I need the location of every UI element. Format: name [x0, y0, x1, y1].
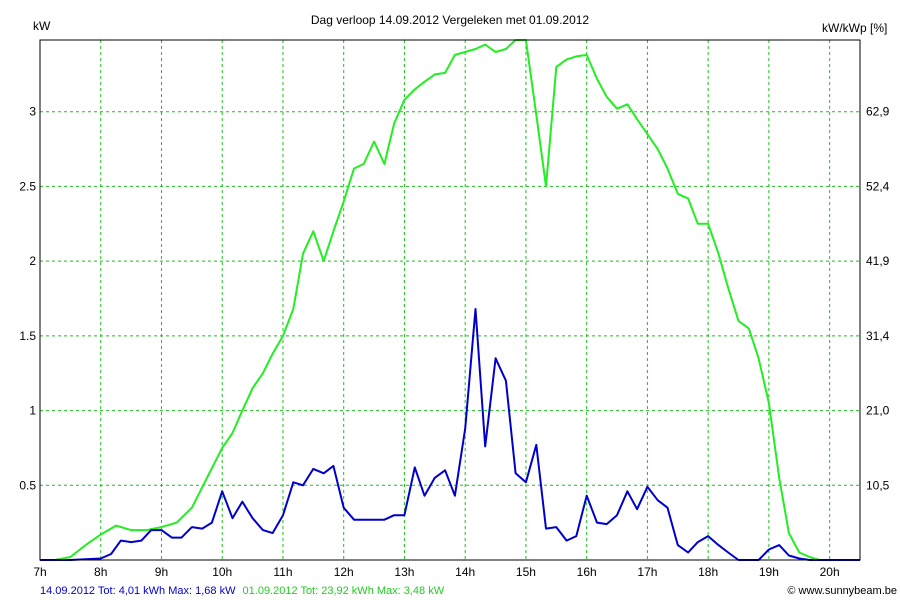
y-right-tick-label: 31,4: [866, 329, 890, 343]
x-tick-label: 20h: [820, 565, 840, 579]
x-tick-label: 14h: [455, 565, 475, 579]
series-line-14-09-2012: [40, 308, 860, 561]
y-right-tick-label: 10,5: [866, 478, 890, 492]
x-tick-label: 19h: [759, 565, 779, 579]
y-left-tick-label: 2: [29, 254, 36, 268]
series-line-01-09-2012: [40, 39, 860, 561]
y-left-tick-label: 1.5: [19, 329, 36, 343]
y-right-tick-label: 62,9: [866, 105, 890, 119]
y-left-tick-label: 1: [29, 404, 36, 418]
chart-title: Dag verloop 14.09.2012 Vergeleken met 01…: [311, 13, 590, 27]
x-tick-label: 8h: [94, 565, 107, 579]
y-left-tick-labels: 0.5 1 1.5 2 2.5 3: [19, 105, 36, 493]
y-right-tick-label: 52,4: [866, 179, 890, 193]
footer-blue-series-summary: 14.09.2012 Tot: 4,01 kWh Max: 1,68 kW: [40, 585, 236, 597]
series-lines: [40, 39, 860, 561]
y-right-tick-labels: 10,5 21,0 31,4 41,9 52,4 62,9: [866, 105, 890, 493]
footer-legend: 14.09.2012 Tot: 4,01 kWh Max: 1,68 kW 01…: [40, 585, 445, 597]
plot-frame: [39, 39, 861, 561]
x-tick-label: 18h: [698, 565, 718, 579]
copyright-text: © www.sunnybeam.be: [787, 585, 897, 597]
x-tick-label: 16h: [577, 565, 597, 579]
y-left-tick-label: 2.5: [19, 179, 36, 193]
x-tick-label: 9h: [155, 565, 168, 579]
x-tick-label: 13h: [394, 565, 414, 579]
x-tick-labels: 7h 8h 9h 10h 11h 12h 13h 14h 15h 16h 17h 18h 19h 20h: [33, 565, 839, 579]
x-tick-label: 10h: [212, 565, 232, 579]
x-tick-label: 12h: [334, 565, 354, 579]
x-tick-label: 11h: [273, 565, 292, 579]
y-axis-right-label: kW/kWp [%]: [822, 21, 887, 35]
y-left-tick-label: 0.5: [19, 478, 36, 492]
footer-green-series-summary: 01.09.2012 Tot: 23,92 kWh Max: 3,48 kW: [243, 585, 445, 597]
y-right-tick-label: 41,9: [866, 254, 890, 268]
y-left-tick-label: 3: [29, 105, 36, 119]
x-tick-label: 17h: [637, 565, 657, 579]
y-axis-left-label: kW: [33, 19, 51, 33]
y-right-tick-label: 21,0: [866, 404, 890, 418]
x-tick-label: 15h: [516, 565, 536, 579]
x-tick-label: 7h: [33, 565, 46, 579]
